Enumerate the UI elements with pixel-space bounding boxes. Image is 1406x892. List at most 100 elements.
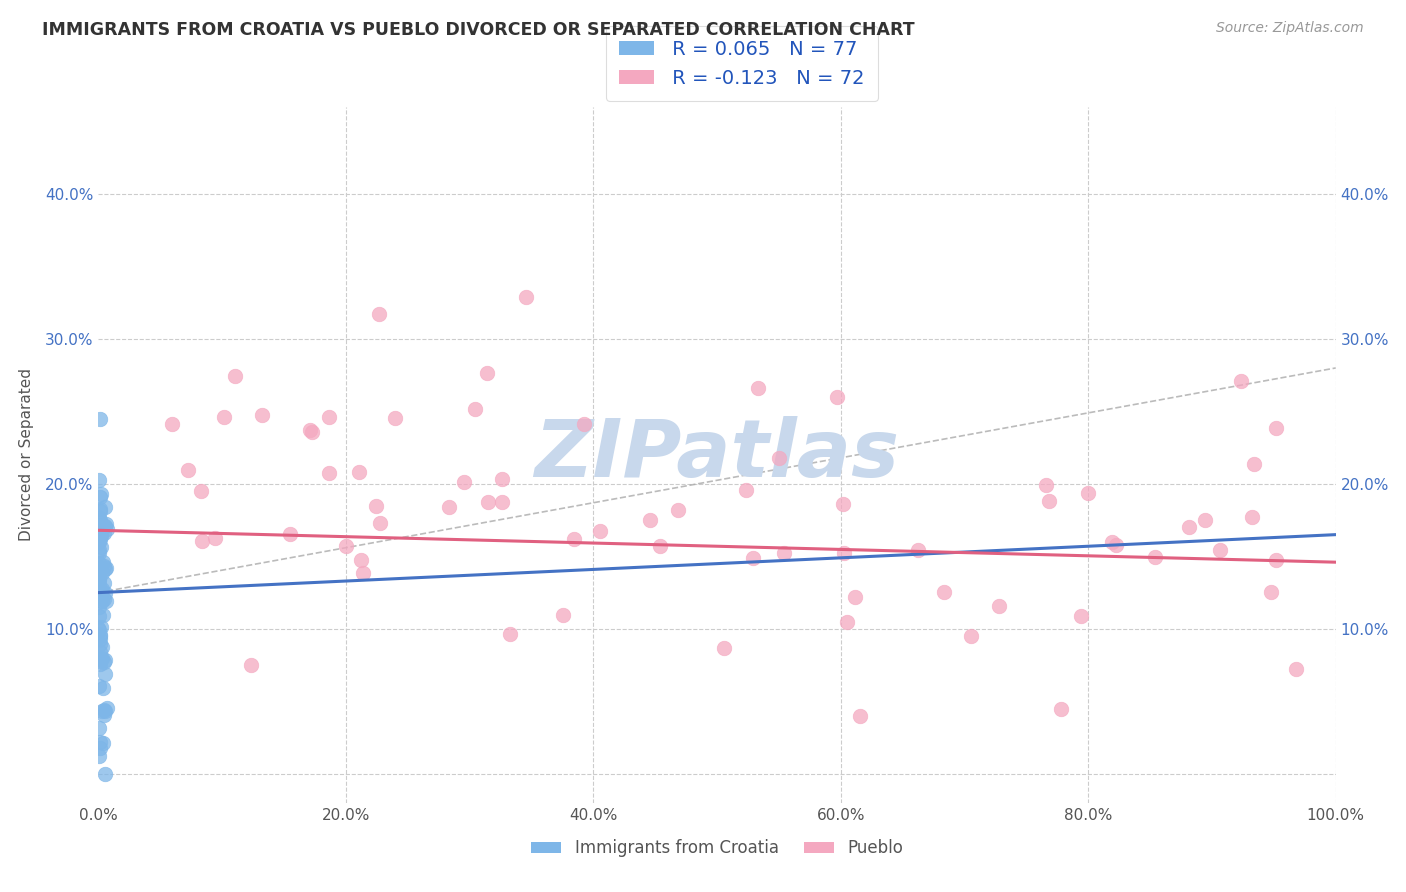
- Point: [87, 654, 110, 668]
- Point: [87, 599, 110, 614]
- Point: [94, 560, 117, 574]
- Point: [735, 483, 758, 498]
- Point: [713, 640, 735, 655]
- Point: [94, 519, 117, 533]
- Point: [87, 573, 110, 587]
- Point: [907, 543, 929, 558]
- Point: [93, 562, 115, 576]
- Point: [1177, 520, 1199, 534]
- Point: [89, 501, 111, 516]
- Point: [89, 645, 111, 659]
- Point: [572, 417, 595, 432]
- Point: [87, 748, 110, 763]
- Point: [87, 473, 110, 487]
- Point: [589, 524, 612, 539]
- Point: [87, 572, 110, 586]
- Point: [491, 472, 513, 486]
- Point: [666, 503, 689, 517]
- Point: [90, 594, 112, 608]
- Point: [91, 651, 114, 665]
- Point: [239, 658, 262, 673]
- Point: [491, 494, 513, 508]
- Point: [352, 566, 374, 581]
- Point: [89, 556, 111, 570]
- Point: [89, 629, 111, 643]
- Point: [93, 703, 115, 717]
- Point: [318, 466, 340, 480]
- Point: [640, 513, 662, 527]
- Point: [1050, 702, 1073, 716]
- Point: [89, 735, 111, 749]
- Y-axis label: Divorced or Separated: Divorced or Separated: [18, 368, 34, 541]
- Point: [96, 701, 118, 715]
- Point: [960, 629, 983, 643]
- Point: [93, 519, 115, 533]
- Point: [90, 585, 112, 599]
- Point: [90, 590, 112, 604]
- Point: [89, 532, 111, 546]
- Point: [1260, 585, 1282, 599]
- Point: [90, 705, 112, 719]
- Point: [90, 540, 112, 554]
- Point: [453, 475, 475, 489]
- Point: [91, 555, 114, 569]
- Point: [93, 500, 115, 515]
- Point: [278, 527, 301, 541]
- Point: [89, 504, 111, 518]
- Point: [89, 632, 111, 647]
- Point: [89, 569, 111, 583]
- Point: [477, 495, 499, 509]
- Point: [464, 402, 486, 417]
- Point: [89, 620, 111, 634]
- Point: [87, 533, 110, 547]
- Point: [515, 290, 537, 304]
- Point: [91, 640, 114, 654]
- Point: [299, 423, 322, 437]
- Point: [835, 615, 858, 630]
- Text: ZIPatlas: ZIPatlas: [534, 416, 900, 494]
- Point: [177, 462, 200, 476]
- Point: [87, 534, 110, 549]
- Point: [89, 560, 111, 574]
- Point: [91, 607, 114, 622]
- Legend: Immigrants from Croatia, Pueblo: Immigrants from Croatia, Pueblo: [524, 833, 910, 864]
- Point: [1194, 513, 1216, 527]
- Point: [768, 450, 790, 465]
- Point: [844, 590, 866, 604]
- Point: [89, 490, 111, 504]
- Point: [1070, 609, 1092, 624]
- Point: [648, 539, 671, 553]
- Point: [1101, 534, 1123, 549]
- Point: [89, 637, 111, 651]
- Point: [94, 586, 117, 600]
- Point: [475, 366, 498, 380]
- Point: [562, 533, 585, 547]
- Point: [93, 767, 115, 781]
- Point: [87, 517, 110, 532]
- Point: [848, 708, 870, 723]
- Point: [87, 621, 110, 635]
- Point: [1035, 477, 1057, 491]
- Point: [747, 381, 769, 395]
- Point: [93, 708, 115, 723]
- Point: [349, 465, 371, 479]
- Point: [1105, 538, 1128, 552]
- Point: [1240, 509, 1263, 524]
- Point: [1229, 374, 1251, 388]
- Point: [832, 546, 855, 560]
- Point: [368, 307, 391, 321]
- Point: [250, 408, 273, 422]
- Point: [190, 483, 212, 498]
- Point: [1209, 543, 1232, 558]
- Point: [191, 534, 214, 549]
- Point: [437, 500, 460, 515]
- Point: [89, 624, 111, 638]
- Point: [741, 551, 763, 566]
- Point: [89, 584, 111, 599]
- Point: [91, 736, 114, 750]
- Point: [988, 599, 1011, 614]
- Point: [368, 516, 391, 531]
- Point: [91, 582, 114, 597]
- Point: [93, 592, 115, 607]
- Point: [89, 657, 111, 672]
